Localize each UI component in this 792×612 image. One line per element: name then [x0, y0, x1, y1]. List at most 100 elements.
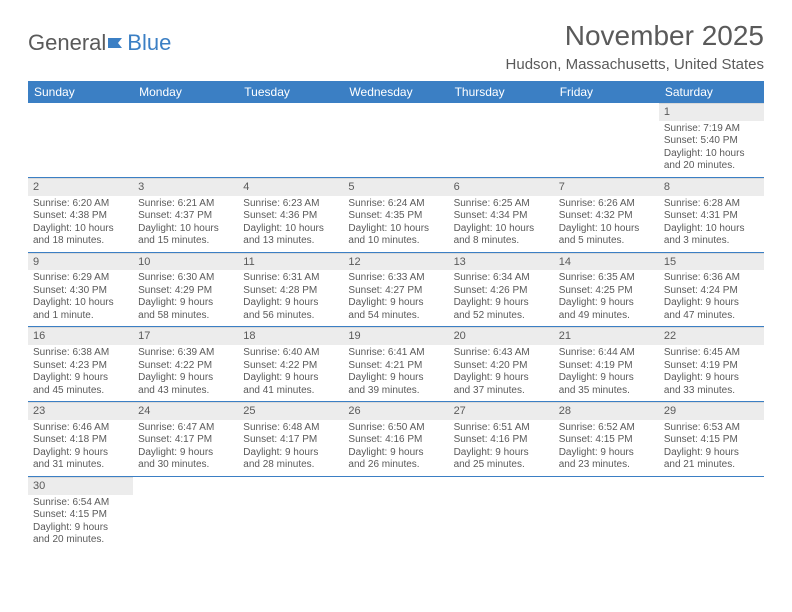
page: GeneralBlue November 2025 Hudson, Massac… — [0, 0, 792, 551]
sunrise-text: Sunrise: 6:39 AM — [138, 347, 233, 360]
day-body: Sunrise: 6:47 AMSunset: 4:17 PMDaylight:… — [133, 420, 238, 476]
sunset-text: Sunset: 4:15 PM — [559, 434, 654, 447]
sunset-text: Sunset: 4:36 PM — [243, 210, 338, 223]
calendar-cell: 29Sunrise: 6:53 AMSunset: 4:15 PMDayligh… — [659, 402, 764, 477]
sunset-text: Sunset: 4:22 PM — [138, 360, 233, 373]
daylight-text: and 20 minutes. — [664, 160, 759, 173]
sunset-text: Sunset: 4:25 PM — [559, 285, 654, 298]
daylight-text: and 13 minutes. — [243, 235, 338, 248]
daylight-text: and 52 minutes. — [454, 310, 549, 323]
sunset-text: Sunset: 4:29 PM — [138, 285, 233, 298]
sunrise-text: Sunrise: 6:48 AM — [243, 422, 338, 435]
day-number: 2 — [28, 178, 133, 196]
day-header: Sunday — [28, 81, 133, 103]
daylight-text: and 23 minutes. — [559, 459, 654, 472]
day-number: 3 — [133, 178, 238, 196]
brand-part1: General — [28, 30, 106, 56]
calendar-cell: 8Sunrise: 6:28 AMSunset: 4:31 PMDaylight… — [659, 177, 764, 252]
calendar-row: 30Sunrise: 6:54 AMSunset: 4:15 PMDayligh… — [28, 476, 764, 550]
day-number: 30 — [28, 477, 133, 495]
daylight-text: Daylight: 9 hours — [243, 297, 338, 310]
sunset-text: Sunset: 4:27 PM — [348, 285, 443, 298]
day-number: 22 — [659, 327, 764, 345]
calendar-cell: 14Sunrise: 6:35 AMSunset: 4:25 PMDayligh… — [554, 252, 659, 327]
day-number: 14 — [554, 253, 659, 271]
sunset-text: Sunset: 4:32 PM — [559, 210, 654, 223]
calendar-cell: 22Sunrise: 6:45 AMSunset: 4:19 PMDayligh… — [659, 327, 764, 402]
daylight-text: Daylight: 9 hours — [243, 447, 338, 460]
day-number: 4 — [238, 178, 343, 196]
day-number: 5 — [343, 178, 448, 196]
flag-icon — [108, 30, 126, 56]
day-number: 17 — [133, 327, 238, 345]
day-number: 19 — [343, 327, 448, 345]
calendar-cell: 1Sunrise: 7:19 AMSunset: 5:40 PMDaylight… — [659, 103, 764, 177]
header: GeneralBlue November 2025 Hudson, Massac… — [28, 20, 764, 73]
day-number: 23 — [28, 402, 133, 420]
sunset-text: Sunset: 4:16 PM — [348, 434, 443, 447]
sunset-text: Sunset: 4:19 PM — [559, 360, 654, 373]
sunrise-text: Sunrise: 6:46 AM — [33, 422, 128, 435]
sunset-text: Sunset: 4:30 PM — [33, 285, 128, 298]
day-body: Sunrise: 6:39 AMSunset: 4:22 PMDaylight:… — [133, 345, 238, 401]
day-body: Sunrise: 6:30 AMSunset: 4:29 PMDaylight:… — [133, 270, 238, 326]
day-header: Monday — [133, 81, 238, 103]
day-number: 27 — [449, 402, 554, 420]
day-header-row: SundayMondayTuesdayWednesdayThursdayFrid… — [28, 81, 764, 103]
sunset-text: Sunset: 4:28 PM — [243, 285, 338, 298]
daylight-text: Daylight: 9 hours — [454, 447, 549, 460]
daylight-text: Daylight: 9 hours — [348, 447, 443, 460]
sunrise-text: Sunrise: 6:52 AM — [559, 422, 654, 435]
daylight-text: and 21 minutes. — [664, 459, 759, 472]
calendar-cell: 23Sunrise: 6:46 AMSunset: 4:18 PMDayligh… — [28, 402, 133, 477]
daylight-text: and 33 minutes. — [664, 385, 759, 398]
day-number: 12 — [343, 253, 448, 271]
daylight-text: and 25 minutes. — [454, 459, 549, 472]
sunset-text: Sunset: 4:34 PM — [454, 210, 549, 223]
daylight-text: and 26 minutes. — [348, 459, 443, 472]
day-body: Sunrise: 6:20 AMSunset: 4:38 PMDaylight:… — [28, 196, 133, 252]
calendar-cell: 24Sunrise: 6:47 AMSunset: 4:17 PMDayligh… — [133, 402, 238, 477]
day-number: 10 — [133, 253, 238, 271]
daylight-text: and 8 minutes. — [454, 235, 549, 248]
day-body: Sunrise: 6:38 AMSunset: 4:23 PMDaylight:… — [28, 345, 133, 401]
sunrise-text: Sunrise: 6:41 AM — [348, 347, 443, 360]
daylight-text: and 56 minutes. — [243, 310, 338, 323]
day-number: 7 — [554, 178, 659, 196]
day-number: 25 — [238, 402, 343, 420]
daylight-text: Daylight: 10 hours — [33, 223, 128, 236]
calendar-cell: 15Sunrise: 6:36 AMSunset: 4:24 PMDayligh… — [659, 252, 764, 327]
calendar-cell: 26Sunrise: 6:50 AMSunset: 4:16 PMDayligh… — [343, 402, 448, 477]
daylight-text: Daylight: 9 hours — [348, 297, 443, 310]
sunrise-text: Sunrise: 6:30 AM — [138, 272, 233, 285]
sunrise-text: Sunrise: 6:47 AM — [138, 422, 233, 435]
sunset-text: Sunset: 4:23 PM — [33, 360, 128, 373]
calendar-cell: 5Sunrise: 6:24 AMSunset: 4:35 PMDaylight… — [343, 177, 448, 252]
calendar-row: 9Sunrise: 6:29 AMSunset: 4:30 PMDaylight… — [28, 252, 764, 327]
day-body: Sunrise: 6:21 AMSunset: 4:37 PMDaylight:… — [133, 196, 238, 252]
calendar-row: 2Sunrise: 6:20 AMSunset: 4:38 PMDaylight… — [28, 177, 764, 252]
daylight-text: Daylight: 9 hours — [664, 447, 759, 460]
sunrise-text: Sunrise: 6:44 AM — [559, 347, 654, 360]
sunset-text: Sunset: 4:21 PM — [348, 360, 443, 373]
daylight-text: and 20 minutes. — [33, 534, 128, 547]
sunset-text: Sunset: 4:20 PM — [454, 360, 549, 373]
daylight-text: and 18 minutes. — [33, 235, 128, 248]
calendar-cell: 4Sunrise: 6:23 AMSunset: 4:36 PMDaylight… — [238, 177, 343, 252]
sunrise-text: Sunrise: 6:40 AM — [243, 347, 338, 360]
daylight-text: Daylight: 9 hours — [138, 447, 233, 460]
day-header: Friday — [554, 81, 659, 103]
sunrise-text: Sunrise: 6:38 AM — [33, 347, 128, 360]
daylight-text: Daylight: 9 hours — [33, 372, 128, 385]
day-header: Thursday — [449, 81, 554, 103]
calendar-cell: 20Sunrise: 6:43 AMSunset: 4:20 PMDayligh… — [449, 327, 554, 402]
sunrise-text: Sunrise: 6:34 AM — [454, 272, 549, 285]
day-number: 8 — [659, 178, 764, 196]
daylight-text: and 54 minutes. — [348, 310, 443, 323]
calendar-cell: 13Sunrise: 6:34 AMSunset: 4:26 PMDayligh… — [449, 252, 554, 327]
day-body: Sunrise: 6:44 AMSunset: 4:19 PMDaylight:… — [554, 345, 659, 401]
day-number: 20 — [449, 327, 554, 345]
day-body: Sunrise: 6:50 AMSunset: 4:16 PMDaylight:… — [343, 420, 448, 476]
calendar-row: 16Sunrise: 6:38 AMSunset: 4:23 PMDayligh… — [28, 327, 764, 402]
day-body: Sunrise: 6:31 AMSunset: 4:28 PMDaylight:… — [238, 270, 343, 326]
